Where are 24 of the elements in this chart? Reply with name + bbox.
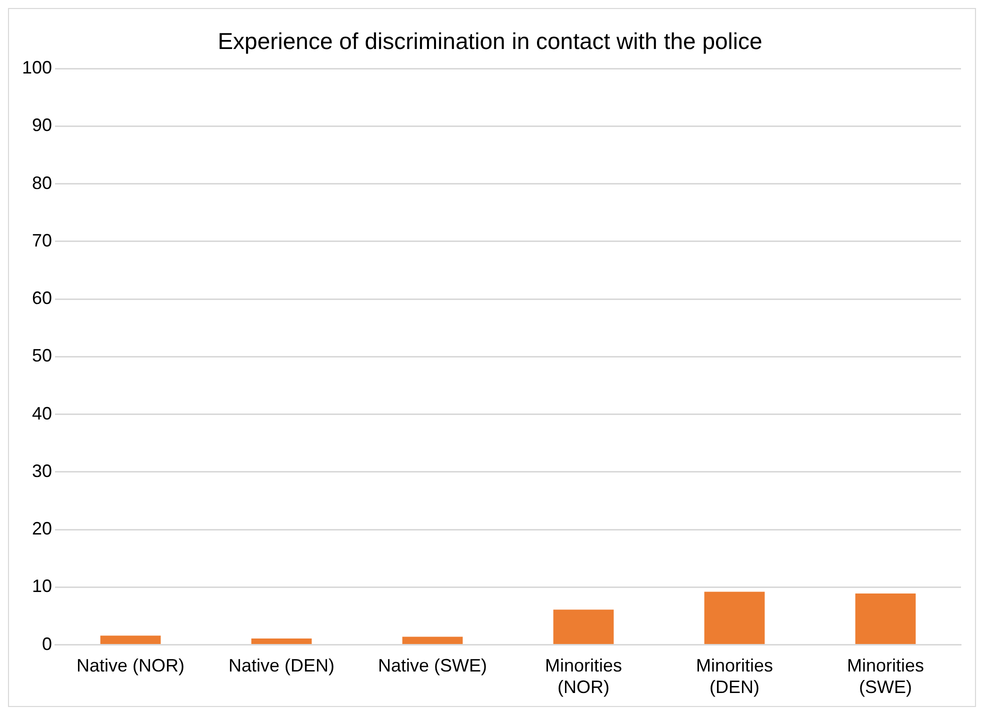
bar <box>704 592 765 644</box>
y-tick-label: 70 <box>32 230 52 250</box>
y-tick-label: 20 <box>32 518 52 539</box>
bar <box>553 610 614 644</box>
y-tick-label: 100 <box>22 58 52 78</box>
bar <box>402 636 463 644</box>
y-tick-label: 10 <box>32 576 52 596</box>
y-tick-label: 80 <box>32 172 52 193</box>
x-tick-label: Minorities (SWE) <box>846 656 924 698</box>
x-tick-label: Minorities (NOR) <box>545 656 622 698</box>
x-tick-label: Minorities (DEN) <box>696 656 774 698</box>
y-tick-label: 0 <box>42 634 52 654</box>
bar <box>251 638 312 644</box>
chart-title: Experience of discrimination in contact with the police <box>218 28 762 54</box>
x-tick-label: Native (DEN) <box>228 656 335 676</box>
bar <box>100 636 161 644</box>
y-tick-label: 60 <box>32 288 52 308</box>
y-tick-label: 30 <box>32 460 52 481</box>
x-tick-label: Native (SWE) <box>378 656 488 676</box>
y-tick-label: 90 <box>32 115 52 136</box>
x-tick-label: Native (NOR) <box>76 656 185 676</box>
y-tick-label: 50 <box>32 346 52 366</box>
y-tick-label: 40 <box>32 403 52 424</box>
bar <box>855 594 916 644</box>
